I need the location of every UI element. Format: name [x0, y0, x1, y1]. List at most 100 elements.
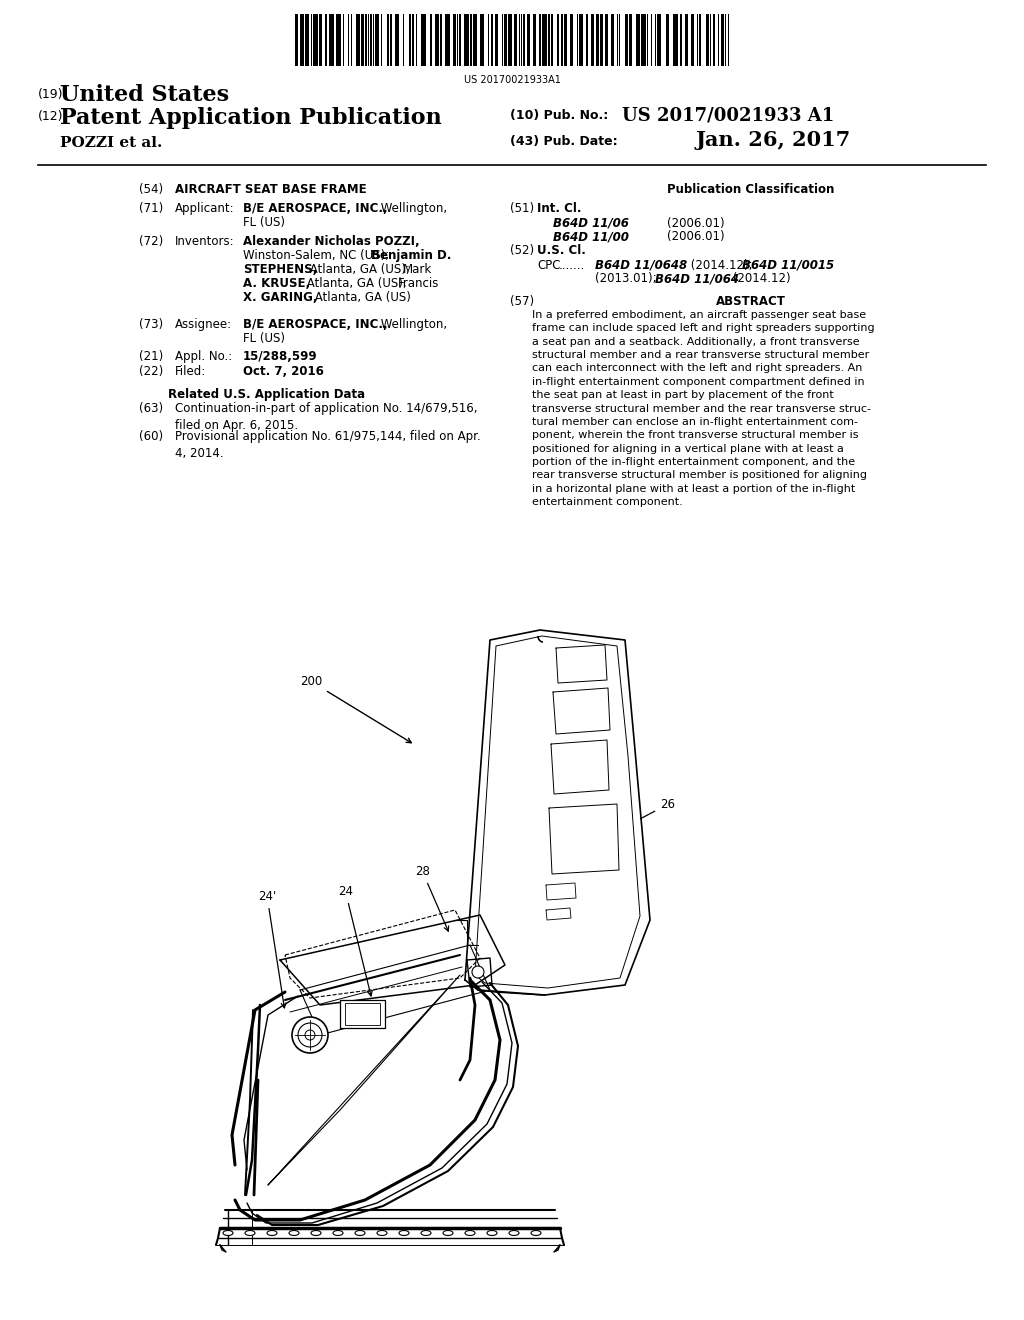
Text: Publication Classification: Publication Classification	[668, 183, 835, 195]
Bar	[721, 15, 724, 66]
Bar	[480, 15, 484, 66]
Text: B/E AEROSPACE, INC.,: B/E AEROSPACE, INC.,	[243, 318, 388, 331]
Bar	[586, 15, 588, 66]
Text: 26: 26	[640, 799, 675, 818]
Bar	[387, 15, 389, 66]
Bar	[319, 15, 322, 66]
Bar	[514, 15, 517, 66]
Bar	[325, 15, 327, 66]
Bar	[508, 15, 512, 66]
Text: FL (US): FL (US)	[243, 216, 285, 228]
Text: (63): (63)	[139, 403, 163, 414]
Ellipse shape	[355, 1230, 365, 1236]
Circle shape	[298, 1023, 322, 1047]
Bar	[706, 15, 709, 66]
Bar	[390, 15, 392, 66]
Bar	[641, 15, 646, 66]
Ellipse shape	[531, 1230, 541, 1236]
Bar	[685, 15, 688, 66]
Text: Inventors:: Inventors:	[175, 235, 234, 248]
Ellipse shape	[509, 1230, 519, 1236]
Text: Oct. 7, 2016: Oct. 7, 2016	[243, 366, 324, 378]
Text: (2006.01): (2006.01)	[667, 216, 725, 230]
Bar	[313, 15, 318, 66]
Bar	[356, 15, 360, 66]
Bar	[464, 15, 469, 66]
Ellipse shape	[289, 1230, 299, 1236]
Text: (2006.01): (2006.01)	[667, 230, 725, 243]
Bar	[370, 15, 372, 66]
Bar	[440, 15, 442, 66]
Text: Patent Application Publication: Patent Application Publication	[60, 107, 441, 129]
Ellipse shape	[443, 1230, 453, 1236]
Text: (12): (12)	[38, 110, 63, 123]
Bar	[561, 15, 563, 66]
Text: 24': 24'	[258, 890, 286, 1008]
Text: Alexander Nicholas POZZI,: Alexander Nicholas POZZI,	[243, 235, 420, 248]
Bar	[557, 15, 559, 66]
Bar	[596, 15, 599, 66]
Bar	[421, 15, 426, 66]
Bar	[504, 15, 507, 66]
Text: (60): (60)	[139, 430, 163, 444]
Bar	[680, 15, 682, 66]
Text: Atlanta, GA (US);: Atlanta, GA (US);	[303, 277, 411, 290]
Bar	[564, 15, 567, 66]
Text: (73): (73)	[139, 318, 163, 331]
Bar	[409, 15, 411, 66]
Text: Provisional application No. 61/975,144, filed on Apr.
4, 2014.: Provisional application No. 61/975,144, …	[175, 430, 480, 461]
Text: X. GARING,: X. GARING,	[243, 290, 317, 304]
Circle shape	[305, 1030, 315, 1040]
Text: (22): (22)	[138, 366, 163, 378]
Text: 15/288,599: 15/288,599	[243, 350, 317, 363]
Bar	[495, 15, 498, 66]
Circle shape	[472, 966, 484, 978]
Text: (21): (21)	[138, 350, 163, 363]
Bar	[713, 15, 715, 66]
Text: 28: 28	[415, 865, 449, 931]
Text: B64D 11/00: B64D 11/00	[553, 230, 629, 243]
Text: (54): (54)	[139, 183, 163, 195]
Text: B64D 11/0015: B64D 11/0015	[742, 259, 835, 272]
Bar	[300, 15, 304, 66]
Text: POZZI et al.: POZZI et al.	[60, 136, 163, 150]
Text: Applicant:: Applicant:	[175, 202, 234, 215]
Ellipse shape	[465, 1230, 475, 1236]
Bar	[605, 15, 608, 66]
Bar	[305, 15, 309, 66]
Bar	[295, 15, 298, 66]
Bar	[453, 15, 456, 66]
Ellipse shape	[487, 1230, 497, 1236]
Text: Related U.S. Application Data: Related U.S. Application Data	[168, 388, 366, 401]
Bar	[699, 15, 701, 66]
Ellipse shape	[399, 1230, 409, 1236]
Text: (43) Pub. Date:: (43) Pub. Date:	[510, 135, 617, 148]
Text: Appl. No.:: Appl. No.:	[175, 350, 232, 363]
Bar	[470, 15, 472, 66]
Ellipse shape	[267, 1230, 278, 1236]
Text: Int. Cl.: Int. Cl.	[537, 202, 582, 215]
Text: (57): (57)	[510, 294, 534, 308]
Text: 200: 200	[300, 675, 412, 743]
Text: AIRCRAFT SEAT BASE FRAME: AIRCRAFT SEAT BASE FRAME	[175, 183, 367, 195]
Bar	[430, 15, 432, 66]
Bar	[548, 15, 550, 66]
Text: ABSTRACT: ABSTRACT	[716, 294, 786, 308]
Text: (2014.12);: (2014.12);	[687, 259, 757, 272]
Text: FL (US): FL (US)	[243, 333, 285, 345]
Text: Filed:: Filed:	[175, 366, 206, 378]
Ellipse shape	[333, 1230, 343, 1236]
Text: Continuation-in-part of application No. 14/679,516,
filed on Apr. 6, 2015.: Continuation-in-part of application No. …	[175, 403, 477, 433]
Text: (51): (51)	[510, 202, 534, 215]
Bar	[329, 15, 334, 66]
Text: A. KRUSE,: A. KRUSE,	[243, 277, 310, 290]
Bar	[361, 15, 364, 66]
Bar	[345, 1003, 380, 1026]
Bar	[395, 15, 399, 66]
Text: In a preferred embodiment, an aircraft passenger seat base
frame can include spa: In a preferred embodiment, an aircraft p…	[532, 310, 874, 507]
Text: Wellington,: Wellington,	[377, 202, 447, 215]
Bar	[551, 15, 553, 66]
Text: (2013.01);: (2013.01);	[595, 272, 660, 285]
Bar	[527, 15, 530, 66]
Bar	[473, 15, 477, 66]
